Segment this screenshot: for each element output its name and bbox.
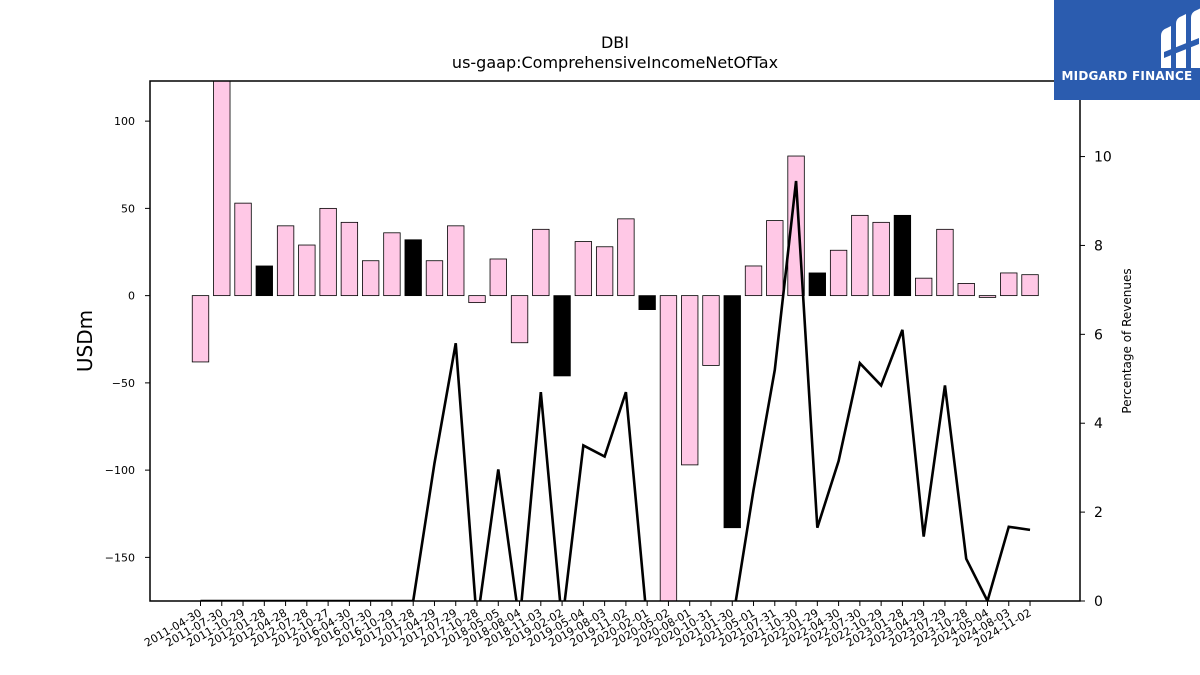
- chart-title: DBI: [601, 33, 629, 52]
- bar-2021-07-31: [766, 220, 784, 297]
- y-axis-label: USDm: [73, 310, 97, 372]
- bar-2022-07-30: [851, 214, 869, 297]
- y-tick-label: 100: [114, 115, 135, 128]
- brand-logo: MIDGARD FINANCE: [1054, 0, 1200, 100]
- bar-2018-11-03: [532, 228, 550, 297]
- bar-2022-10-29: [872, 221, 890, 297]
- bar-2020-02-01: [638, 295, 656, 310]
- bar-2018-05-05: [489, 258, 507, 297]
- bar-2012-10-27: [319, 207, 337, 297]
- bar-2016-07-30: [362, 260, 380, 297]
- y2-tick-label: 4: [1094, 416, 1103, 432]
- percentage-line: [200, 180, 1031, 601]
- bar-2012-01-28: [255, 265, 273, 297]
- midgard-logo-icon: [1161, 8, 1200, 68]
- bar-2019-08-03: [595, 246, 614, 297]
- bar-2020-08-01: [681, 295, 699, 466]
- y-tick-label: 50: [121, 202, 135, 215]
- bar-2011-10-29: [234, 202, 252, 297]
- chart-subtitle: us-gaap:ComprehensiveIncomeNetOfTax: [452, 53, 778, 72]
- bar-2023-04-29: [915, 277, 933, 297]
- bar-2019-05-04: [574, 241, 593, 297]
- y-tick-label: 0: [128, 290, 135, 303]
- bar-2022-01-29: [808, 272, 826, 297]
- bar-2019-02-02: [553, 295, 571, 377]
- brand-name: MIDGARD FINANCE: [1061, 69, 1193, 83]
- bar-2017-01-28: [404, 239, 422, 297]
- bar-2024-08-03: [1000, 272, 1018, 297]
- y2-tick-label: 10: [1094, 150, 1112, 166]
- bar-2017-10-28: [468, 295, 486, 304]
- y-tick-label: −100: [105, 464, 135, 477]
- plot-frame: [149, 80, 1081, 602]
- y2-axis-label: Percentage of Revenues: [1120, 268, 1134, 413]
- y2-tick-label: 6: [1094, 327, 1103, 343]
- bar-2020-10-31: [702, 295, 720, 366]
- bar-2017-07-29: [447, 225, 465, 297]
- bar-2024-05-04: [978, 295, 997, 298]
- bar-2016-04-30: [340, 221, 359, 297]
- y2-tick-label: 0: [1094, 594, 1103, 610]
- bar-2023-07-29: [936, 228, 954, 297]
- bar-2021-01-30: [723, 295, 741, 529]
- y-tick-label: −150: [105, 551, 135, 564]
- bar-2023-01-28: [893, 214, 912, 297]
- bar-2011-04-30: [191, 295, 210, 363]
- bar-2021-05-01: [744, 265, 763, 297]
- bar-2019-11-02: [617, 218, 635, 297]
- bar-2020-05-02: [659, 295, 678, 602]
- y2-tick-label: 8: [1094, 238, 1103, 254]
- bar-2022-04-30: [829, 249, 848, 297]
- y2-tick-label: 2: [1094, 505, 1103, 521]
- bar-2011-07-30: [213, 80, 231, 297]
- bar-2023-10-28: [957, 283, 975, 297]
- bar-2017-04-29: [425, 260, 444, 297]
- bar-2016-10-29: [383, 232, 401, 297]
- bar-2012-07-28: [298, 244, 316, 297]
- y-tick-label: −50: [112, 377, 135, 390]
- bar-2012-04-28: [276, 225, 295, 297]
- bar-2024-11-02: [1021, 274, 1039, 297]
- bar-2018-08-04: [510, 295, 529, 344]
